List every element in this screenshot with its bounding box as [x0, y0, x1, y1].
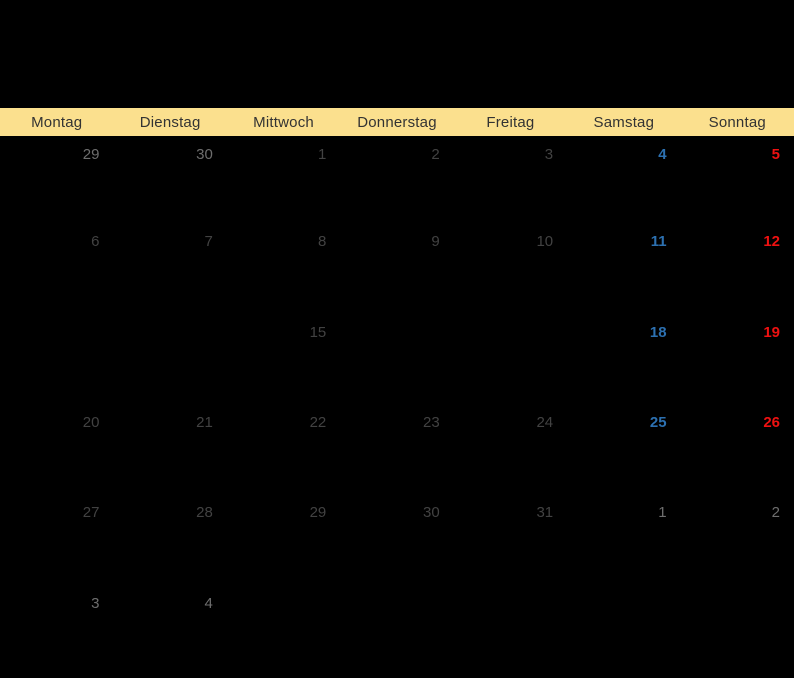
day-cell-26: 26 [763, 414, 780, 431]
day-cell-12: 12 [763, 233, 780, 251]
day-cell-empty [681, 588, 794, 678]
day-cell-1: 1 [658, 504, 667, 522]
day-cell-23: 23 [423, 414, 440, 431]
day-cell-1: 1 [317, 146, 327, 163]
day-cell-11: 11 [650, 233, 667, 251]
weekday-label-montag: Montag [31, 113, 83, 131]
day-cell-31: 31 [536, 504, 554, 522]
calendar-grid: 29 30 1 2 3 4 5 6 7 8 9 10 11 12 15 18 19 20 21 22 23 24 25 26 2… [0, 136, 794, 678]
day-cell-30: 30 [423, 504, 440, 522]
weekday-label-sonntag: Sonntag [708, 113, 766, 131]
day-cell-29: 29 [82, 146, 100, 163]
day-cell-empty [340, 588, 453, 678]
day-cell-5: 5 [771, 146, 780, 163]
day-cell-7: 7 [204, 233, 213, 251]
day-cell-empty [113, 317, 226, 407]
day-cell-25: 25 [649, 414, 667, 431]
day-cell-15: 15 [309, 323, 327, 341]
day-cell-6: 6 [91, 233, 100, 251]
title-space [0, 0, 794, 108]
weekday-label-mittwoch: Mittwoch [253, 113, 314, 131]
day-cell-10: 10 [536, 233, 554, 251]
day-cell-30: 30 [196, 146, 213, 163]
day-cell-empty [567, 588, 680, 678]
day-cell-22: 22 [309, 414, 327, 431]
day-cell-2: 2 [771, 504, 780, 522]
weekday-label-donnerstag: Donnerstag [357, 113, 437, 131]
weekday-header: Montag Dienstag Mittwoch Donnerstag Freitag S… [0, 108, 794, 136]
day-cell-3: 3 [544, 146, 554, 163]
day-cell-27: 27 [82, 504, 100, 522]
day-cell-8: 8 [317, 233, 327, 251]
day-cell-28: 28 [196, 504, 213, 522]
day-cell-empty [454, 588, 567, 678]
weekday-label-freitag: Freitag [486, 113, 535, 131]
day-cell-2: 2 [431, 146, 440, 163]
day-cell-20: 20 [82, 414, 100, 431]
day-cell-9: 9 [431, 233, 440, 251]
weekday-label-samstag: Samstag [593, 113, 655, 131]
weekday-label-dienstag: Dienstag [139, 113, 201, 131]
day-cell-19: 19 [763, 323, 780, 341]
day-cell-empty [0, 317, 113, 407]
day-cell-empty [227, 588, 340, 678]
day-cell-24: 24 [536, 414, 554, 431]
day-cell-empty [454, 317, 567, 407]
day-cell-4: 4 [658, 146, 667, 163]
day-cell-29: 29 [309, 504, 327, 522]
day-cell-3: 3 [91, 594, 100, 612]
day-cell-empty [340, 317, 453, 407]
day-cell-21: 21 [196, 414, 213, 431]
day-cell-4: 4 [204, 594, 213, 612]
day-cell-18: 18 [649, 323, 667, 341]
